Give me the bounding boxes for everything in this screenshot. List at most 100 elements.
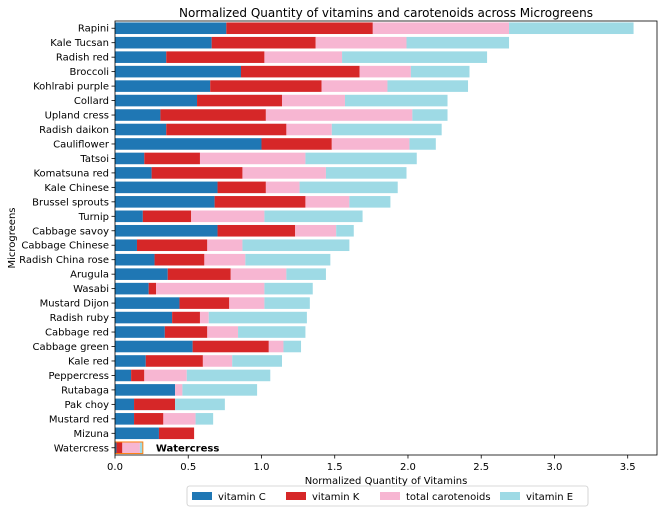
bar-segment — [186, 369, 271, 382]
y-tick-label: Upland cress — [45, 111, 109, 122]
bar-segment — [115, 340, 193, 353]
y-tick-label: Peppercress — [48, 371, 109, 382]
bar-segment — [115, 441, 117, 454]
annotation-label: Watercress — [156, 443, 220, 454]
x-tick-label: 1.0 — [254, 462, 270, 473]
bar-segment — [115, 167, 152, 179]
bar-segment — [265, 109, 413, 121]
bar-segment — [229, 297, 265, 309]
bar-segment — [232, 355, 282, 367]
bar-segment — [283, 340, 302, 353]
bar-segment — [245, 253, 331, 266]
bar-segment — [509, 22, 634, 35]
bar-segment — [167, 268, 231, 280]
bar-segment — [115, 311, 173, 324]
x-tick-label: 2.5 — [473, 462, 489, 473]
bar-segment — [207, 326, 239, 338]
legend-swatch — [500, 492, 520, 500]
bar-segment — [286, 268, 326, 280]
y-tick-label: Turnip — [78, 212, 109, 223]
y-tick-label: Kale Tucsan — [50, 38, 109, 49]
bar-segment — [172, 311, 200, 324]
bar-segment — [115, 398, 135, 411]
x-tick-label: 3.0 — [547, 462, 563, 473]
bar-segment — [115, 80, 211, 92]
y-tick-label: Watercress — [54, 443, 109, 454]
y-tick-label: Wasabi — [73, 284, 109, 295]
x-tick-label: 0.5 — [180, 462, 196, 473]
bar-segment — [325, 167, 407, 179]
y-tick-label: Radish daikon — [39, 125, 109, 136]
bar-segment — [179, 297, 230, 309]
bar-segment — [261, 138, 332, 150]
y-tick-label: Mustard Dijon — [40, 299, 109, 310]
bar-segment — [217, 181, 266, 194]
y-tick-label: Broccoli — [69, 67, 109, 78]
y-tick-label: Cabbage Chinese — [21, 241, 109, 252]
x-tick-label: 2.0 — [400, 462, 416, 473]
plot-frame — [114, 20, 658, 456]
bar-segment — [199, 152, 306, 165]
y-tick-label: Radish red — [56, 53, 109, 64]
bar-segment — [115, 355, 146, 367]
bar-segment — [242, 239, 350, 252]
bar-segment — [264, 297, 310, 309]
bar-segment — [264, 210, 363, 223]
bar-segment — [182, 384, 258, 396]
y-axis-label: Microgreens — [7, 207, 18, 268]
bar-segment — [115, 369, 132, 382]
bar-segment — [158, 427, 195, 440]
bar-segment — [264, 282, 313, 295]
bar-segment — [115, 94, 198, 107]
bar-segment — [145, 355, 203, 367]
bar-segment — [344, 94, 448, 107]
bar-segment — [115, 282, 149, 295]
legend-label: vitamin C — [218, 492, 266, 503]
bar-segment — [412, 109, 448, 121]
legend-label: vitamin K — [312, 492, 360, 503]
bar-segment — [321, 80, 388, 92]
y-tick-label: Rutabaga — [61, 385, 109, 396]
bar-segment — [136, 239, 208, 252]
legend-label: total carotenoids — [406, 492, 491, 503]
bar-segment — [191, 210, 265, 223]
bar-segment — [230, 268, 287, 280]
x-tick-label: 0.0 — [107, 462, 123, 473]
bar-segment — [134, 398, 176, 411]
bar-segment — [217, 224, 296, 237]
bar-segment — [286, 123, 332, 136]
bar-segment — [115, 210, 143, 223]
bar-segment — [115, 253, 155, 266]
y-tick-label: Mustard red — [49, 414, 109, 425]
bar-segment — [115, 239, 137, 252]
legend-swatch — [286, 492, 306, 500]
legend-swatch — [380, 492, 400, 500]
bar-segment — [372, 22, 510, 35]
bar-segment — [211, 36, 316, 49]
x-tick-label: 3.5 — [620, 462, 636, 473]
bar-segment — [387, 80, 469, 92]
bar-segment — [207, 239, 243, 252]
bar-segment — [139, 441, 143, 454]
bar-segment — [156, 282, 265, 295]
bar-segment — [238, 326, 306, 338]
bar-segment — [208, 311, 307, 324]
bar-segment — [342, 51, 488, 63]
bar-segment — [214, 196, 306, 208]
y-tick-label: Cauliflower — [53, 139, 110, 150]
y-tick-label: Cabbage green — [33, 342, 110, 353]
bar-segment — [154, 253, 205, 266]
bar-segment — [115, 196, 215, 208]
y-tick-label: Brussel sprouts — [32, 197, 109, 208]
bar-segment — [406, 36, 510, 49]
axes-layer: Rapini Kale Tucsan Radish red Broccoli Kohlr… — [19, 20, 658, 473]
bar-segment — [115, 413, 135, 425]
bar-segment — [142, 210, 192, 223]
bar-segment — [295, 224, 337, 237]
bars-layer: Watercress — [114, 22, 634, 454]
bar-segment — [240, 65, 360, 78]
y-tick-label: Cabbage savoy — [32, 226, 109, 237]
bar-segment — [195, 413, 214, 425]
